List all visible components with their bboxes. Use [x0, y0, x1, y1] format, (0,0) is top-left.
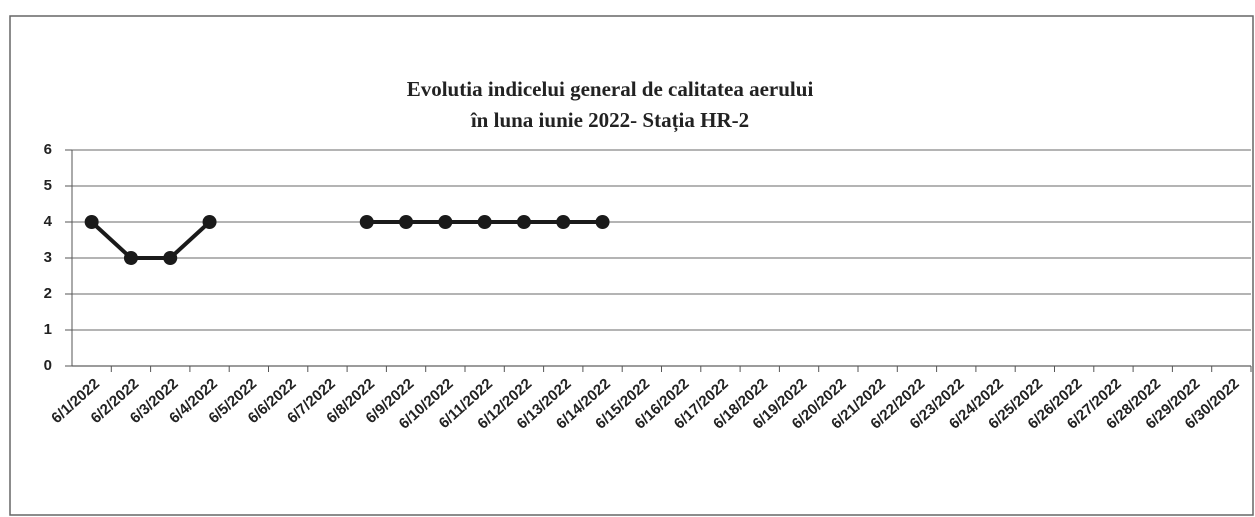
y-tick-label: 4 — [44, 213, 53, 230]
data-point — [163, 251, 178, 265]
data-point — [359, 215, 374, 229]
y-tick-label: 1 — [44, 321, 52, 338]
y-tick-label: 3 — [44, 249, 52, 266]
data-point — [477, 215, 492, 229]
data-point — [123, 251, 138, 265]
y-tick-label: 5 — [44, 177, 52, 194]
chart-title: Evolutia indicelui general de calitatea … — [407, 77, 814, 101]
data-point — [438, 215, 453, 229]
chart-border — [9, 15, 1254, 516]
chart-subtitle: în luna iunie 2022- Stația HR-2 — [470, 108, 749, 133]
y-tick-label: 2 — [44, 285, 52, 302]
data-point — [202, 215, 217, 229]
y-tick-label: 0 — [44, 357, 52, 374]
data-point — [556, 215, 571, 229]
data-point — [399, 215, 414, 229]
data-point — [595, 215, 610, 229]
data-point — [84, 215, 99, 229]
y-tick-label: 6 — [44, 141, 52, 158]
data-point — [516, 215, 531, 229]
